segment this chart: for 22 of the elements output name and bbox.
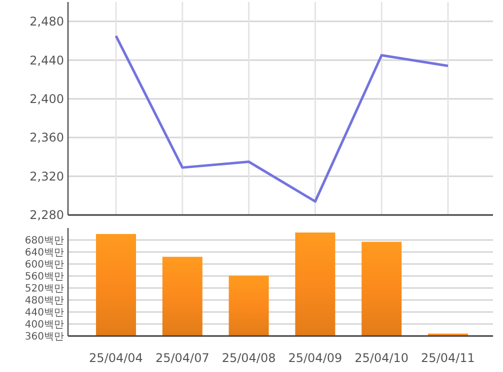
y-tick-label: 680백만 — [24, 236, 64, 246]
x-tick-label: 25/04/08 — [222, 351, 276, 365]
y-tick-label: 520백만 — [24, 284, 64, 294]
y-tick-label: 2,440 — [30, 53, 64, 68]
y-tick-label: 400백만 — [24, 320, 64, 330]
x-tick-label: 25/04/10 — [354, 351, 409, 365]
line-series — [114, 34, 450, 203]
y-tick-label: 2,280 — [30, 208, 64, 222]
y-tick-label: 560백만 — [24, 272, 64, 282]
y-tick-label: 640백만 — [24, 248, 64, 258]
y-tick-label: 2,400 — [30, 92, 64, 106]
y-tick-label: 360백만 — [24, 332, 64, 342]
y-tick-label: 2,320 — [30, 169, 64, 184]
y-tick-label: 600백만 — [24, 260, 64, 270]
x-tick-label: 25/04/11 — [421, 351, 475, 365]
y-tick-label: 2,360 — [30, 130, 64, 145]
x-tick-label: 25/04/07 — [155, 351, 210, 365]
y-tick-label: 440백만 — [24, 308, 64, 318]
y-tick-label: 2,480 — [30, 14, 64, 29]
y-tick-label: 480백만 — [24, 296, 64, 306]
x-tick-label: 25/04/09 — [288, 351, 342, 365]
x-tick-label: 25/04/04 — [89, 351, 143, 365]
